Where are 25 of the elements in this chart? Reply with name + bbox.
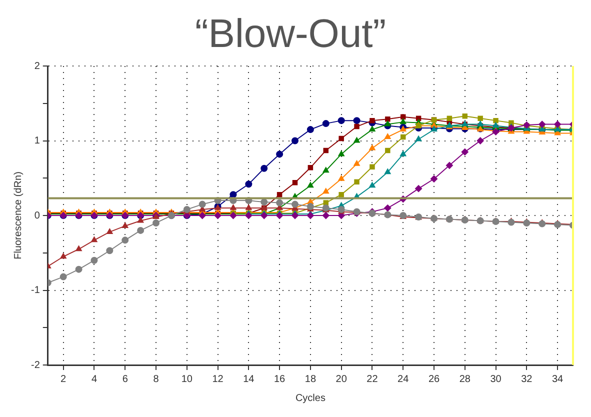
x-tick-label: 4 [91,374,98,385]
x-tick-label: 16 [274,374,286,385]
x-tick-label: 34 [552,374,564,385]
x-tick-label: 24 [398,374,410,385]
x-tick-label: 12 [212,374,224,385]
y-tick-label: -1 [30,285,40,296]
x-tick-label: 14 [243,374,255,385]
x-tick-label: 26 [428,374,440,385]
y-tick-label: -2 [30,360,40,371]
y-tick-label: 2 [34,60,40,72]
y-tick-label: 0 [34,210,40,222]
x-tick-label: 28 [459,374,471,385]
x-tick-label: 2 [60,374,67,385]
x-tick-label: 18 [304,374,316,385]
x-tick-label: 20 [336,374,348,385]
x-axis-title: Cycles [295,392,326,404]
x-tick-label: 8 [153,374,160,385]
x-tick-label: 10 [181,374,193,385]
x-tick-label: 32 [521,374,533,385]
y-tick-label: 1 [34,136,40,146]
y-axis-title: Fluorescence (dRn) [12,172,24,260]
x-tick-label: 6 [122,374,128,385]
chart-title: “Blow-Out” [194,12,386,56]
x-tick-label: 22 [366,374,378,385]
x-tick-label: 30 [490,374,502,385]
